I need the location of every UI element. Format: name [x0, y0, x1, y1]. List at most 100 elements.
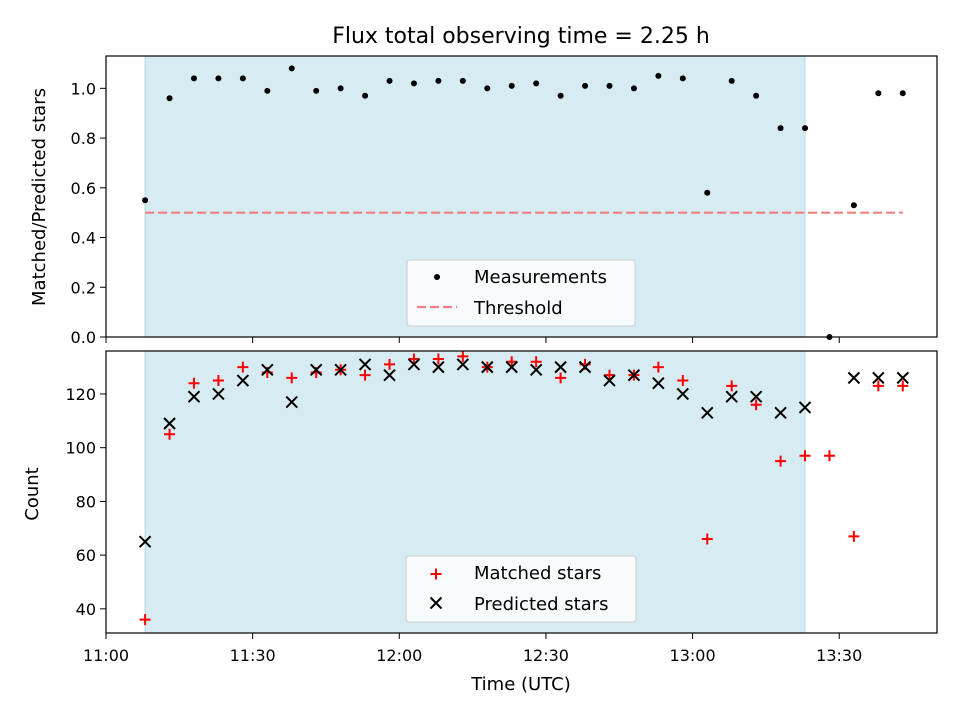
predicted-star-point: [236, 374, 250, 387]
predicted-star-point: [627, 368, 641, 382]
measurement-point: [313, 87, 320, 94]
x-tick-label: 13:30: [816, 646, 862, 665]
predicted-star-point: [163, 417, 176, 430]
predicted-star-point: [505, 360, 518, 374]
matched-star-point: [506, 356, 518, 368]
predicted-star-point: [261, 363, 274, 377]
top-legend-box: [406, 259, 636, 327]
predicted-star-point: [603, 374, 616, 387]
predicted-star-point: [749, 390, 763, 403]
matched-star-point: [384, 358, 396, 370]
y-tick-label: 80: [76, 492, 96, 511]
predicted-star-point: [676, 387, 690, 401]
predicted-star-point: [285, 395, 298, 409]
bottom-legend-box: [405, 555, 637, 623]
measurement-point: [533, 80, 540, 87]
measurement-point: [850, 202, 857, 209]
predicted-star-point: [407, 358, 421, 371]
legend-matched-label: Matched stars: [474, 563, 601, 584]
bottom-panel: 40 60 80 100 120 11:00 11:30 12:00 12:30 13:00 13:…: [65, 350, 938, 665]
measurement-point: [410, 80, 417, 87]
predicted-star-point: [725, 390, 738, 403]
measurement-point: [606, 82, 613, 89]
predicted-star-point: [432, 360, 445, 374]
predicted-star-point: [896, 371, 909, 385]
matched-star-point: [701, 533, 713, 545]
matched-star-point: [823, 450, 835, 462]
measurement-point: [264, 87, 271, 94]
predicted-star-point: [456, 358, 470, 371]
measurement-point: [386, 77, 393, 84]
predicted-star-point: [187, 390, 201, 403]
y-tick-label: 1.0: [71, 79, 96, 98]
y-tick-label: 100: [65, 439, 96, 458]
legend-predicted-label: Predicted stars: [474, 594, 608, 615]
predicted-star-point: [358, 358, 372, 371]
matched-star-point: [872, 380, 884, 392]
matched-star-point: [432, 353, 444, 365]
measurement-point: [435, 77, 442, 84]
matched-star-point: [750, 399, 762, 411]
y-tick-label: 0.8: [71, 129, 96, 148]
predicted-star-point: [701, 406, 714, 419]
measurement-point: [484, 85, 491, 92]
matched-star-point: [677, 375, 689, 387]
measurement-point: [679, 75, 686, 82]
measurement-point: [508, 82, 515, 89]
predicted-star-point: [529, 363, 543, 377]
predicted-star-point: [554, 360, 567, 374]
matched-star-point: [799, 450, 811, 462]
measurement-point: [288, 65, 295, 72]
bottom-legend: Matched stars Predicted stars: [405, 555, 637, 623]
measurement-point: [655, 72, 662, 79]
top-legend: Measurements Threshold: [406, 259, 636, 327]
y-tick-label: 0.4: [71, 229, 96, 248]
y-tick-label: 0.6: [71, 179, 96, 198]
measurement-point: [459, 77, 466, 84]
measurement-point: [190, 75, 197, 82]
measurement-point: [142, 197, 149, 204]
matched-star-point: [897, 380, 909, 392]
matched-star-point: [359, 369, 371, 381]
measurement-point: [337, 85, 344, 92]
matched-star-point: [603, 369, 615, 381]
top-y-axis-label: Matched/Predicted stars: [29, 88, 50, 306]
measurement-point: [557, 92, 564, 99]
matched-star-point: [188, 377, 200, 389]
top-panel: 0.0 0.2 0.4 0.6 0.8 1.0 Measurements Threshold: [71, 55, 938, 347]
matched-star-point: [286, 372, 298, 384]
matched-star-point: [408, 353, 420, 365]
legend-measurement-marker: [434, 274, 440, 280]
matched-star-point: [457, 350, 469, 362]
x-tick-label: 13:00: [670, 646, 716, 665]
matched-star-point: [775, 455, 787, 467]
predicted-star-point: [578, 360, 592, 374]
matched-star-point: [555, 372, 567, 384]
matched-star-point: [164, 428, 176, 440]
predicted-star-point: [481, 360, 494, 374]
figure-title: Flux total observing time = 2.25 h: [332, 24, 710, 49]
predicted-star-point: [798, 401, 812, 414]
predicted-star-point: [383, 368, 396, 382]
measurement-point: [802, 125, 809, 132]
measurement-point: [362, 92, 369, 99]
measurement-point: [704, 189, 711, 196]
legend-measurements-label: Measurements: [474, 267, 607, 288]
x-tick-label: 12:30: [523, 646, 569, 665]
matched-star-point: [848, 530, 860, 542]
predicted-star-point: [652, 377, 665, 390]
x-tick-label: 11:30: [230, 646, 276, 665]
legend-matched-marker: [430, 568, 442, 580]
predicted-star-point: [847, 371, 861, 385]
y-tick-label: 60: [76, 546, 96, 565]
matched-star-point: [530, 356, 542, 368]
bottom-y-axis-label: Count: [22, 467, 43, 520]
measurement-point: [239, 75, 246, 82]
predicted-star-point: [872, 371, 885, 385]
top-plot-frame: [105, 55, 938, 338]
measurement-point: [166, 95, 173, 102]
predicted-star-point: [774, 406, 787, 419]
y-tick-label: 0.0: [71, 328, 96, 347]
measurement-point: [899, 90, 906, 97]
